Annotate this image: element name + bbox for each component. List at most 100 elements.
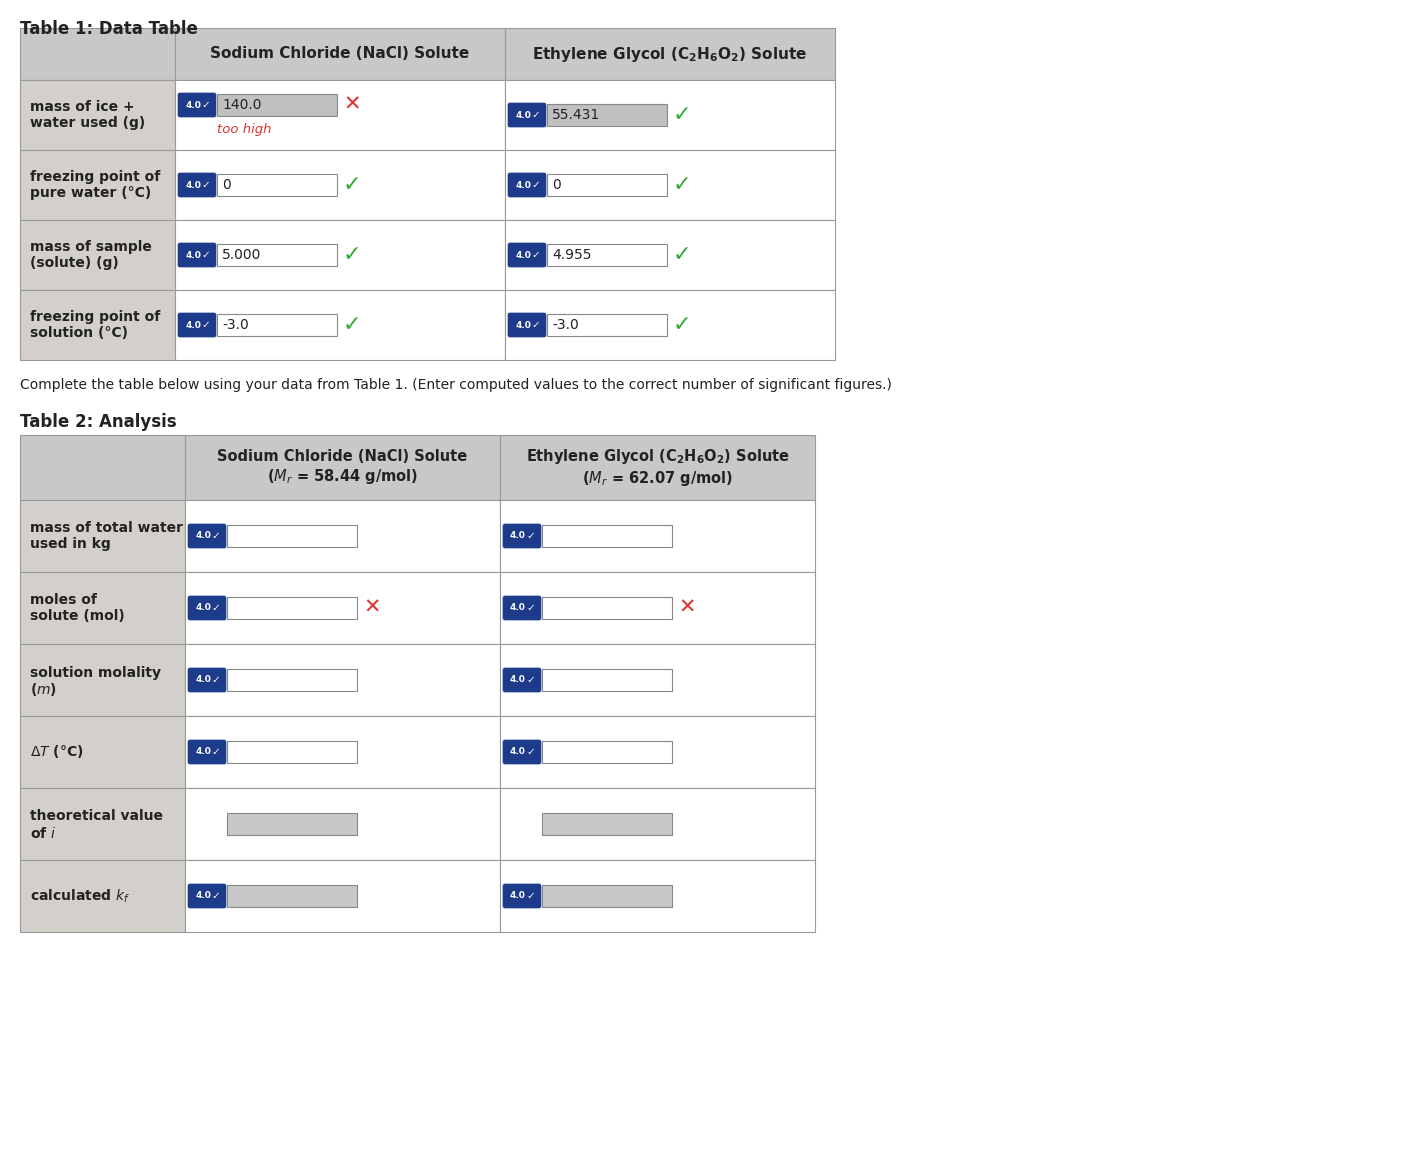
Text: 4.0: 4.0 (185, 180, 202, 189)
Text: ✓: ✓ (202, 101, 210, 110)
FancyBboxPatch shape (188, 667, 226, 692)
Text: ✓: ✓ (212, 747, 220, 758)
Text: solution molality: solution molality (30, 666, 161, 680)
Text: ✓: ✓ (526, 531, 536, 541)
FancyBboxPatch shape (188, 884, 226, 908)
Text: ✓: ✓ (673, 105, 691, 125)
Text: ✓: ✓ (212, 531, 220, 541)
Text: ✓: ✓ (212, 603, 220, 613)
FancyBboxPatch shape (508, 173, 546, 198)
FancyBboxPatch shape (178, 94, 216, 117)
Text: 140.0: 140.0 (221, 98, 261, 112)
Bar (20, 788, 185, 860)
Text: ✕: ✕ (678, 599, 695, 618)
FancyBboxPatch shape (188, 596, 226, 620)
Bar (541, 741, 673, 763)
Bar (227, 525, 357, 547)
Bar (227, 812, 357, 835)
Text: ✓: ✓ (343, 314, 361, 336)
Bar (501, 860, 815, 932)
Text: ($m$): ($m$) (30, 682, 56, 699)
Text: 4.0: 4.0 (510, 532, 526, 540)
Text: ✓: ✓ (212, 891, 220, 901)
Text: freezing point of
solution (°C): freezing point of solution (°C) (30, 310, 161, 340)
Text: 5.000: 5.000 (221, 248, 261, 262)
Text: calculated $k_f$: calculated $k_f$ (30, 887, 130, 905)
Bar (185, 435, 501, 500)
FancyBboxPatch shape (178, 243, 216, 267)
Text: ✓: ✓ (673, 245, 691, 265)
Bar (541, 525, 673, 547)
Text: ✓: ✓ (526, 603, 536, 613)
Text: 4.0: 4.0 (195, 676, 212, 685)
Text: of $i$: of $i$ (30, 826, 56, 842)
Text: 4.0: 4.0 (195, 892, 212, 900)
Text: ✓: ✓ (343, 245, 361, 265)
Bar (185, 572, 501, 644)
Text: freezing point of
pure water (°C): freezing point of pure water (°C) (30, 170, 161, 200)
Bar (227, 741, 357, 763)
Bar (175, 79, 505, 150)
Text: -3.0: -3.0 (551, 318, 578, 332)
Text: 4.0: 4.0 (195, 603, 212, 613)
FancyBboxPatch shape (508, 243, 546, 267)
Bar (505, 290, 835, 360)
Bar (505, 150, 835, 220)
FancyBboxPatch shape (503, 596, 541, 620)
Bar (185, 715, 501, 788)
Text: 4.955: 4.955 (551, 248, 592, 262)
Bar (20, 220, 175, 290)
Bar (175, 290, 505, 360)
Bar (185, 644, 501, 715)
Bar (217, 244, 337, 267)
Text: mass of total water
used in kg: mass of total water used in kg (30, 521, 183, 551)
Bar (20, 435, 185, 500)
Text: ✓: ✓ (526, 747, 536, 758)
Bar (175, 220, 505, 290)
Bar (547, 174, 667, 196)
Text: 4.0: 4.0 (195, 532, 212, 540)
Text: ✓: ✓ (202, 320, 210, 330)
Text: ✓: ✓ (532, 320, 540, 330)
Text: ✓: ✓ (673, 314, 691, 336)
FancyBboxPatch shape (503, 524, 541, 548)
Bar (20, 572, 185, 644)
Text: 4.0: 4.0 (510, 747, 526, 756)
Text: 0: 0 (551, 178, 561, 192)
Text: moles of
solute (mol): moles of solute (mol) (30, 593, 124, 623)
Text: 4.0: 4.0 (515, 320, 532, 330)
Bar (175, 150, 505, 220)
Text: ✓: ✓ (202, 180, 210, 191)
Text: ✓: ✓ (202, 250, 210, 260)
Bar (227, 597, 357, 620)
Bar (501, 644, 815, 715)
Text: ✓: ✓ (212, 675, 220, 685)
FancyBboxPatch shape (503, 667, 541, 692)
Bar (501, 788, 815, 860)
Text: 4.0: 4.0 (510, 676, 526, 685)
Text: Ethylene Glycol ($\mathregular{C_2H_6O_2}$) Solute: Ethylene Glycol ($\mathregular{C_2H_6O_2… (533, 44, 808, 63)
Text: Sodium Chloride (NaCl) Solute
($M_r$ = 58.44 g/mol): Sodium Chloride (NaCl) Solute ($M_r$ = 5… (217, 449, 468, 486)
Text: 4.0: 4.0 (195, 747, 212, 756)
Text: ✓: ✓ (343, 175, 361, 195)
Bar (20, 28, 175, 79)
Bar (501, 572, 815, 644)
Text: ✓: ✓ (532, 110, 540, 120)
Text: 4.0: 4.0 (510, 603, 526, 613)
Text: 55.431: 55.431 (551, 108, 601, 122)
Text: ✕: ✕ (364, 599, 381, 618)
Bar (217, 174, 337, 196)
Bar (547, 104, 667, 126)
Bar (227, 885, 357, 907)
Bar (541, 885, 673, 907)
Bar (541, 812, 673, 835)
Text: ✓: ✓ (673, 175, 691, 195)
FancyBboxPatch shape (503, 884, 541, 908)
Bar (20, 79, 175, 150)
Bar (501, 500, 815, 572)
Text: 4.0: 4.0 (185, 101, 202, 110)
Bar (20, 860, 185, 932)
Bar (217, 94, 337, 116)
Bar (185, 788, 501, 860)
FancyBboxPatch shape (178, 313, 216, 337)
